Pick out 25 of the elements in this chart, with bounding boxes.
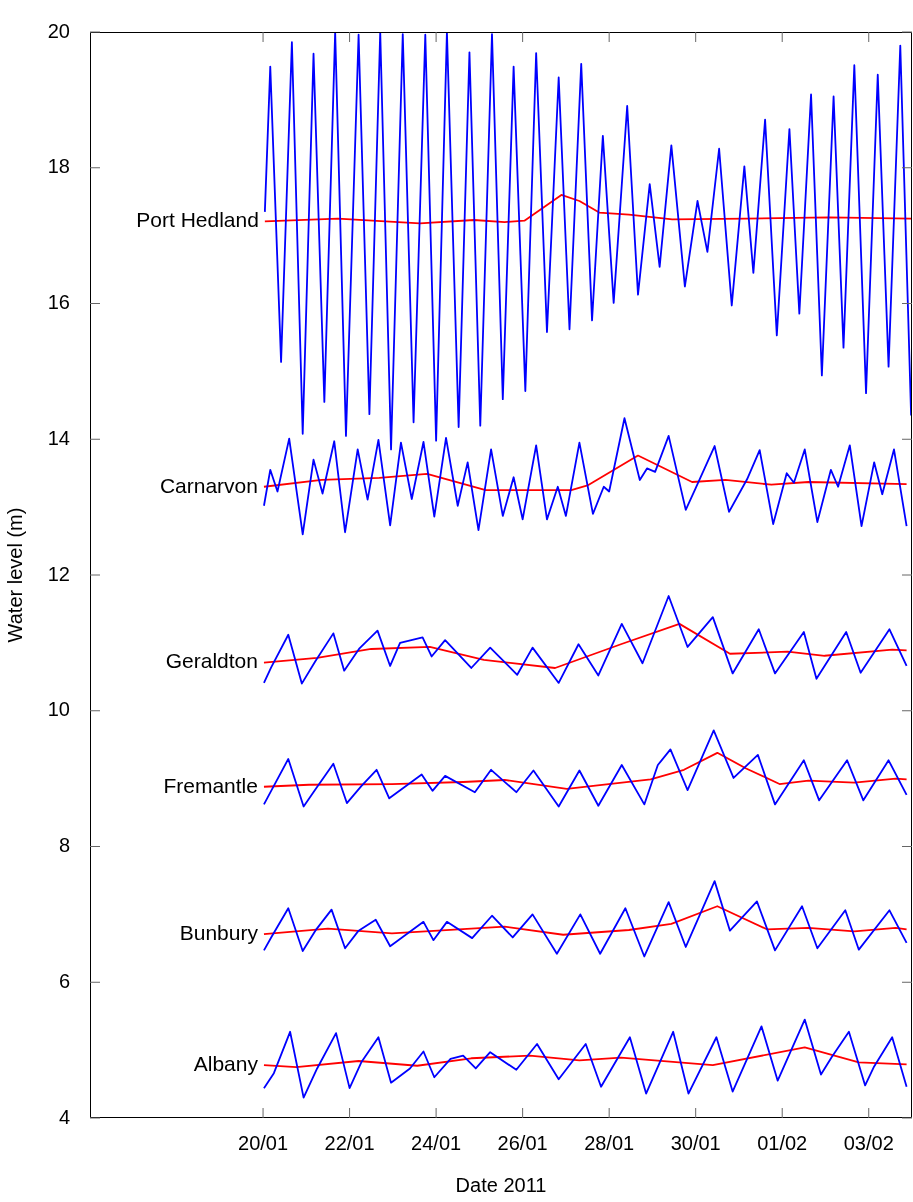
x-tick-label: 22/01 [324,1131,375,1154]
series-label: Bunbury [179,920,259,944]
x-tick-label: 26/01 [497,1131,548,1154]
y-tick-label: 6 [58,969,70,992]
y-tick-label: 16 [47,291,70,314]
x-tick-label: 24/01 [411,1131,462,1154]
y-tick-label: 12 [47,562,70,585]
y-tick-label: 18 [47,155,70,178]
x-tick-label: 03/02 [843,1131,894,1154]
y-axis-title: Water level (m) [3,507,26,643]
x-tick-label: 20/01 [238,1131,289,1154]
x-tick-label: 28/01 [584,1131,635,1154]
series-label: Fremantle [163,773,258,797]
x-tick-label: 01/02 [757,1131,808,1154]
x-axis-title: Date 2011 [455,1173,547,1196]
x-tick-label: 30/01 [670,1131,721,1154]
series-label: Geraldton [165,649,258,673]
series-label: Carnarvon [159,473,258,497]
y-tick-label: 20 [47,19,70,42]
series-label: Port Hedland [136,208,259,232]
y-tick-label: 8 [58,834,70,857]
y-tick-label: 14 [47,426,70,449]
y-tick-label: 10 [47,698,70,721]
series-label: Albany [193,1051,259,1075]
y-tick-label: 4 [58,1105,70,1128]
